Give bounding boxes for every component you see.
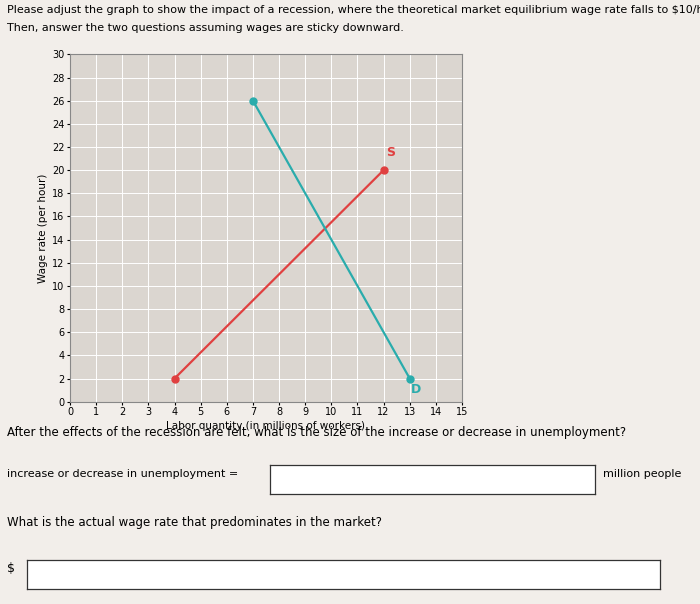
Text: increase or decrease in unemployment =: increase or decrease in unemployment = bbox=[7, 469, 238, 479]
Text: S: S bbox=[386, 146, 395, 159]
Text: After the effects of the recession are felt, what is the size of the increase or: After the effects of the recession are f… bbox=[7, 426, 626, 439]
Y-axis label: Wage rate (per hour): Wage rate (per hour) bbox=[38, 173, 48, 283]
Text: Please adjust the graph to show the impact of a recession, where the theoretical: Please adjust the graph to show the impa… bbox=[7, 5, 700, 15]
X-axis label: Labor quantity (in millions of workers): Labor quantity (in millions of workers) bbox=[167, 422, 365, 431]
Text: What is the actual wage rate that predominates in the market?: What is the actual wage rate that predom… bbox=[7, 516, 382, 530]
Text: Then, answer the two questions assuming wages are sticky downward.: Then, answer the two questions assuming … bbox=[7, 23, 404, 33]
Text: D: D bbox=[411, 383, 421, 396]
Text: million people: million people bbox=[603, 469, 682, 479]
Text: $: $ bbox=[7, 562, 15, 576]
